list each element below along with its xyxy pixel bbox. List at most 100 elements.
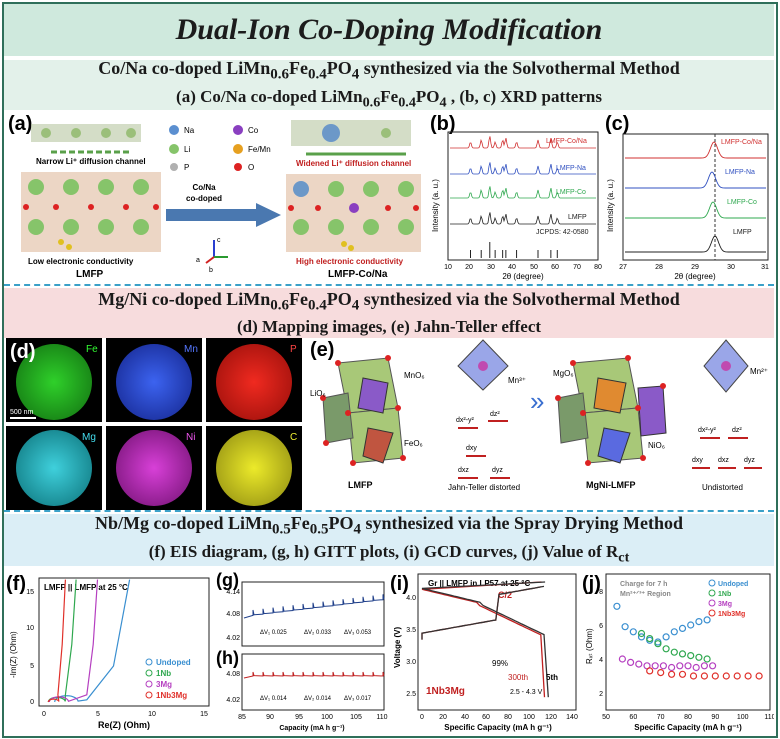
rct-point [689, 672, 698, 680]
und-label: Undistorted [702, 483, 743, 492]
rct-point [700, 662, 709, 670]
panel-j-points [613, 602, 763, 680]
svg-text:Undoped: Undoped [156, 658, 191, 667]
lmfp-cona-label: LMFP-Co/Na [328, 269, 388, 280]
rct-point [657, 668, 665, 677]
rct-point [637, 633, 646, 641]
rct-point [654, 640, 662, 648]
svg-text:95: 95 [295, 714, 303, 721]
panel-b-xticks: 10 20 30 40 50 60 70 80 [444, 264, 602, 271]
panel-c: (c) Intensity (a. u.) 27 28 29 30 31 2θ (d… [605, 113, 769, 281]
rct-point [678, 624, 687, 633]
rct-point [722, 672, 730, 680]
svg-text:dxy: dxy [466, 445, 477, 452]
scale-label: 500 nm [10, 409, 34, 416]
panel-i: (i) Gr || LMFP in LP57 at 25 °C C/2 Volt… [390, 573, 578, 732]
svg-text:ΔV₁ 0.014: ΔV₁ 0.014 [260, 696, 287, 702]
svg-text:3Mg: 3Mg [156, 680, 172, 689]
svg-text:a: a [196, 257, 200, 264]
panel-c-axes [622, 133, 769, 261]
lmfp-label: LMFP [76, 269, 104, 280]
b-trace-label-na: LMFP-Na [556, 165, 586, 172]
rct-point [621, 623, 629, 631]
svg-text:ΔV₂ 0.014: ΔV₂ 0.014 [304, 696, 332, 702]
rct-point [667, 663, 676, 672]
lio6-label: LiO₆ [310, 389, 326, 398]
panel-i-window: 2.5 - 4.3 V [510, 689, 543, 696]
svg-text:105: 105 [350, 714, 362, 721]
rct-point [711, 672, 719, 680]
svg-text:40: 40 [508, 264, 516, 271]
panel-g-axes [241, 581, 385, 647]
panel-i-cycle5: 5th [546, 673, 558, 682]
svg-text:20: 20 [465, 264, 473, 271]
panel-d: (d) Fe Mn P Mg Ni C 500 nm [6, 338, 302, 510]
panel-i-rate: C/2 [498, 590, 512, 600]
eis-curve-0 [54, 579, 131, 703]
svg-text:20: 20 [439, 714, 447, 721]
jt-label: Jahn-Teller distorted [448, 483, 520, 492]
zoom-trace-2 [625, 201, 766, 219]
svg-text:4.08: 4.08 [226, 611, 240, 618]
panel-j-legend: Undoped 1Nb 3Mg 1Nb3Mg [708, 579, 748, 618]
svg-text:1Nb3Mg: 1Nb3Mg [718, 611, 745, 618]
gcd-discharge-0 [421, 581, 546, 698]
map-mn [116, 344, 192, 420]
svg-text:dx²-y²: dx²-y² [698, 427, 717, 434]
svg-text:10: 10 [148, 711, 156, 718]
chevron-right-icon: » [530, 386, 544, 416]
svg-text:15: 15 [26, 589, 34, 596]
panel-a-label: (a) [8, 113, 32, 135]
panel-f-axes [38, 577, 210, 707]
lattice-right-top [291, 120, 411, 146]
map-mn-label: Mn [184, 344, 198, 355]
map-fe [16, 344, 92, 420]
zoom-trace-0 [625, 141, 766, 159]
arrow-text2: co-doped [186, 194, 222, 203]
svg-text:4.08: 4.08 [226, 671, 240, 678]
panel-a: (a) Narrow Li⁺ diffusion channel Low ele… [8, 113, 421, 280]
j-xtick: 110 [764, 714, 774, 721]
svg-text:5: 5 [30, 663, 34, 670]
panel-h-curve [243, 671, 385, 679]
rct-point [662, 633, 670, 641]
panel-f-title: LMFP || LMFP at 25 °C [44, 583, 128, 592]
rct-point [709, 662, 717, 670]
svg-text:70: 70 [573, 264, 581, 271]
panel-j-axes [605, 573, 771, 711]
panel-c-xlabel: 2θ (degree) [674, 272, 716, 281]
svg-text:Li: Li [184, 145, 190, 154]
svg-text:dxz: dxz [458, 467, 469, 474]
svg-text:3.0: 3.0 [406, 659, 416, 666]
svg-text:3Mg: 3Mg [718, 601, 732, 608]
svg-text:b: b [209, 267, 213, 274]
j-xtick: 90 [711, 714, 719, 721]
svg-text:1Nb: 1Nb [718, 591, 731, 598]
panel-b: (b) Intensity (a. u.) 10 20 30 40 50 60 70 8… [430, 113, 602, 281]
panel-b-traces [450, 136, 596, 258]
mn3-octahedron [457, 339, 509, 391]
map-mg [16, 430, 92, 506]
lattice-right [286, 174, 421, 252]
svg-text:29: 29 [691, 264, 699, 271]
svg-text:15: 15 [200, 711, 208, 718]
svg-text:ΔV₁ 0.025: ΔV₁ 0.025 [260, 630, 287, 636]
svg-text:27: 27 [619, 264, 627, 271]
rct-point [744, 672, 752, 680]
j-xtick: 100 [737, 714, 749, 721]
svg-text:1Nb3Mg: 1Nb3Mg [156, 691, 187, 700]
svg-text:dyz: dyz [744, 457, 755, 464]
panel-e-label: (e) [310, 339, 334, 361]
panel-c-ylabel: Intensity (a. u.) [606, 179, 615, 232]
svg-text:P: P [184, 163, 189, 172]
panel-c-label: (c) [605, 113, 629, 135]
svg-text:2.5: 2.5 [406, 691, 416, 698]
divider-1 [4, 284, 774, 286]
panel-f-label: (f) [6, 573, 26, 595]
svg-text:dyz: dyz [492, 467, 503, 474]
panel-b-label: (b) [430, 113, 456, 135]
section1-header: Co/Na co-doped LiMn0.6Fe0.4PO4 synthesiz… [4, 58, 774, 110]
panel-j-note1: Charge for 7 h [620, 581, 667, 588]
panel-i-xticks: 0 20 40 60 80 100 120 140 [420, 714, 578, 721]
panel-g-curve [243, 594, 385, 619]
